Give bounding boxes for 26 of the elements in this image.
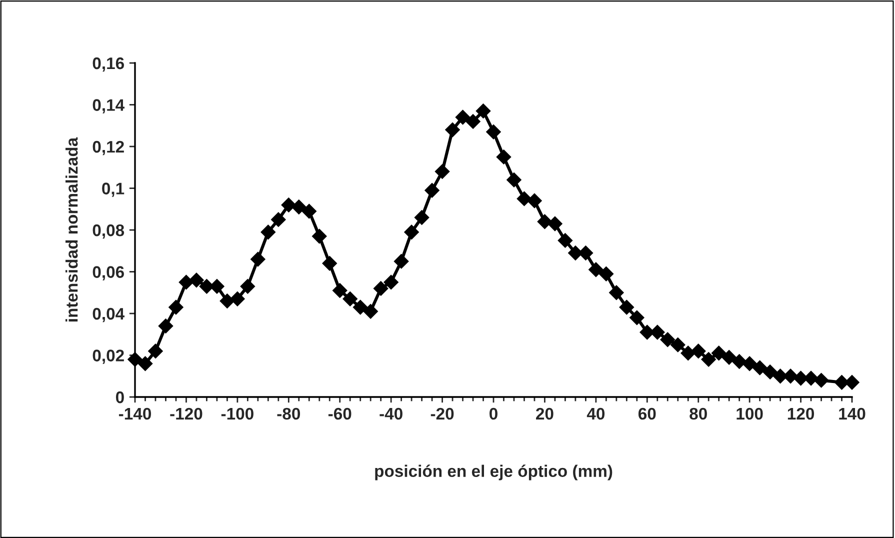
y-tick-label: 0,12 [92, 140, 124, 156]
x-tick-label: -120 [170, 408, 202, 420]
x-tick-label: 40 [586, 408, 605, 420]
x-tick-label: 140 [839, 408, 866, 420]
y-tick-label: 0,08 [92, 224, 124, 239]
y-tick-label: 0 [116, 391, 124, 404]
y-tick-label: 0,16 [92, 57, 124, 72]
x-tick-label: 0 [490, 408, 498, 420]
x-tick-label: 60 [638, 408, 656, 420]
x-axis-title: posición en el eje óptico (mm) [375, 464, 612, 480]
x-tick-label: -20 [430, 408, 454, 420]
y-axis-title: intensidad normalizada [66, 137, 78, 322]
x-tick-label: 80 [690, 408, 707, 420]
x-tick-label: 100 [736, 408, 763, 420]
x-tick-label: -80 [277, 408, 300, 420]
x-tick-label: -100 [221, 408, 254, 420]
x-tick-label: 120 [788, 408, 814, 420]
x-tick-label: -140 [118, 408, 151, 420]
y-tick-label: 0,1 [102, 182, 124, 197]
x-tick-label: -60 [328, 408, 352, 420]
y-tick-label: 0,06 [92, 266, 124, 280]
x-tick-label: -40 [380, 408, 402, 420]
x-tick-label: 20 [536, 408, 554, 420]
y-tick-label: 0,02 [92, 350, 124, 364]
y-tick-label: 0,14 [92, 99, 124, 114]
y-tick-label: 0,04 [92, 308, 124, 322]
